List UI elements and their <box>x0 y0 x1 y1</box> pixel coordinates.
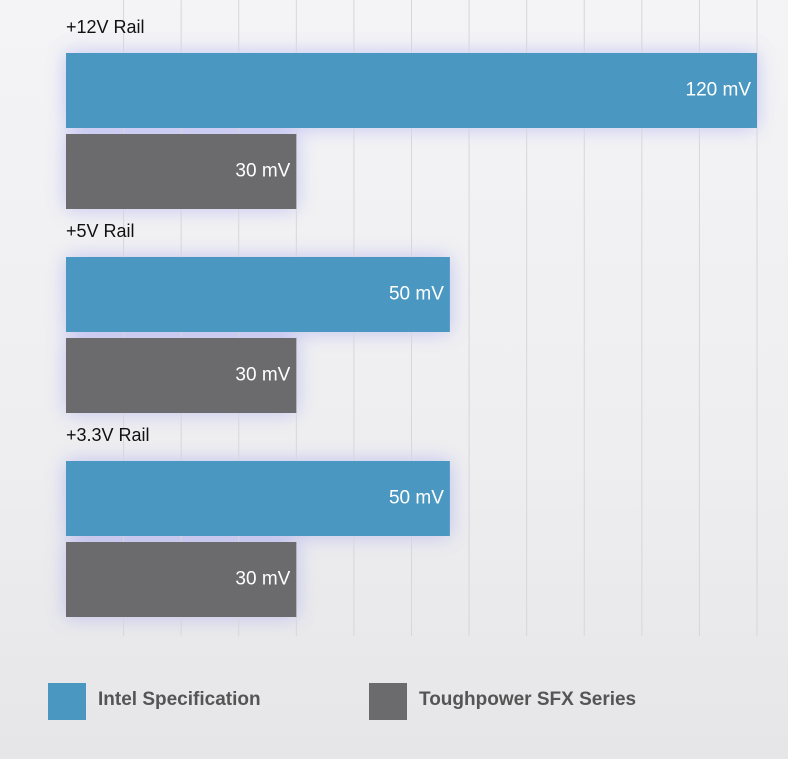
value-label: 30 mV <box>235 569 290 590</box>
category-label: +3.3V Rail <box>66 425 150 445</box>
bar <box>66 53 757 128</box>
bars <box>66 53 757 617</box>
category-label: +12V Rail <box>66 17 145 37</box>
bar <box>66 338 297 413</box>
legend-swatch <box>369 683 407 720</box>
legend-label: Intel Specification <box>98 689 261 710</box>
value-label: 120 mV <box>686 80 752 101</box>
category-label: +5V Rail <box>66 221 135 241</box>
bar <box>66 542 297 617</box>
bar <box>66 461 450 536</box>
bar <box>66 134 297 209</box>
labels: +12V Rail 120 mV 30 mV +5V Rail 50 mV 30 mV +3… <box>48 17 751 720</box>
legend-swatch <box>48 683 86 720</box>
legend-label: Toughpower SFX Series <box>419 689 636 710</box>
value-label: 50 mV <box>389 488 444 509</box>
value-label: 30 mV <box>235 365 290 386</box>
bar <box>66 257 450 332</box>
value-label: 30 mV <box>235 161 290 182</box>
value-label: 50 mV <box>389 284 444 305</box>
